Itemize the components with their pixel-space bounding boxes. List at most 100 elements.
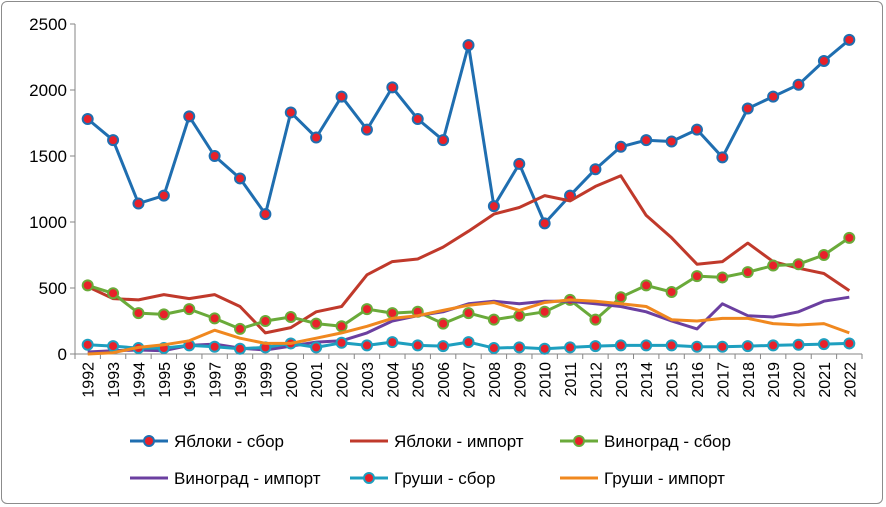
x-tick-label: 2021 <box>817 362 834 398</box>
x-tick-label: 2003 <box>360 362 377 398</box>
data-point <box>335 336 348 349</box>
data-point <box>690 270 703 283</box>
series-line <box>87 174 851 335</box>
legend-item: Виноград - сбор <box>560 432 731 451</box>
data-point <box>208 312 221 325</box>
y-tick-label: 1000 <box>29 213 67 232</box>
data-point <box>259 208 272 221</box>
data-point <box>284 311 297 324</box>
data-point <box>183 303 196 316</box>
x-tick-label: 2001 <box>309 362 326 398</box>
legend-item: Груши - импорт <box>560 469 725 488</box>
x-tick-label: 2007 <box>462 362 479 398</box>
data-point <box>564 341 577 354</box>
legend-marker <box>363 472 375 484</box>
data-point <box>411 113 424 126</box>
chart-series <box>81 33 856 356</box>
series-1 <box>81 33 856 230</box>
data-point <box>234 322 247 335</box>
legend-label: Яблоки - импорт <box>394 432 524 451</box>
data-point <box>817 338 830 351</box>
data-point <box>817 54 830 67</box>
data-point <box>107 287 120 300</box>
data-point <box>716 271 729 284</box>
data-point <box>767 90 780 103</box>
x-tick-label: 2008 <box>487 362 504 398</box>
data-point <box>487 313 500 326</box>
data-point <box>716 151 729 164</box>
x-tick-label: 1994 <box>131 362 148 398</box>
data-point <box>437 317 450 330</box>
data-point <box>234 342 247 355</box>
x-tick-label: 2022 <box>842 362 859 398</box>
data-point <box>665 339 678 352</box>
series-5 <box>81 336 856 355</box>
x-tick-label: 2006 <box>436 362 453 398</box>
x-tick-label: 2000 <box>284 362 301 398</box>
x-tick-label: 2019 <box>766 362 783 398</box>
series-line <box>86 38 851 225</box>
x-tick-label: 2002 <box>335 362 352 398</box>
series-line <box>87 298 850 356</box>
legend-item: Виноград - импорт <box>130 469 321 488</box>
x-tick-label: 1997 <box>208 362 225 398</box>
data-point <box>589 340 602 353</box>
data-point <box>411 339 424 352</box>
x-tick-label: 2016 <box>690 362 707 398</box>
data-point <box>132 197 145 210</box>
x-tick-label: 2017 <box>715 362 732 398</box>
data-point <box>259 315 272 327</box>
data-point <box>234 172 247 185</box>
data-point <box>360 339 373 352</box>
data-point <box>310 317 323 330</box>
data-point <box>589 163 602 176</box>
data-point <box>360 303 373 316</box>
data-point <box>665 285 678 298</box>
data-point <box>690 123 703 136</box>
data-point <box>284 106 297 119</box>
y-tick-label: 2000 <box>29 81 67 100</box>
data-point <box>716 340 729 353</box>
legend-item: Яблоки - сбор <box>130 432 284 451</box>
x-tick-label: 2011 <box>563 362 580 397</box>
legend-item: Яблоки - импорт <box>350 432 524 451</box>
data-point <box>843 33 856 46</box>
data-point <box>538 217 551 230</box>
y-tick-label: 1500 <box>29 147 67 166</box>
data-point <box>640 134 653 147</box>
x-tick-label: 1998 <box>233 362 250 398</box>
series-6 <box>87 298 850 356</box>
data-point <box>614 140 627 153</box>
data-point <box>208 340 221 353</box>
data-point <box>690 340 703 353</box>
x-tick-label: 2020 <box>792 362 809 398</box>
legend-item: Груши - сбор <box>350 469 495 488</box>
data-point <box>741 340 754 353</box>
data-point <box>360 123 373 136</box>
data-point <box>741 102 754 115</box>
data-point <box>437 134 450 147</box>
data-point <box>843 337 856 350</box>
x-tick-label: 1999 <box>258 362 275 398</box>
series-2 <box>87 174 851 335</box>
data-point <box>487 200 500 213</box>
x-tick-label: 1993 <box>106 362 123 398</box>
x-tick-label: 2018 <box>741 362 758 398</box>
data-point <box>208 150 221 162</box>
data-point <box>741 266 754 279</box>
x-tick-label: 2005 <box>411 362 428 398</box>
data-point <box>640 339 653 352</box>
data-point <box>107 134 120 147</box>
x-tick-label: 2009 <box>512 362 529 398</box>
data-point <box>614 291 627 304</box>
legend-label: Виноград - сбор <box>604 432 731 451</box>
data-point <box>157 189 170 202</box>
legend-label: Груши - импорт <box>604 469 725 488</box>
data-point <box>589 313 602 326</box>
x-tick-label: 1995 <box>157 362 174 398</box>
data-point <box>157 308 170 321</box>
data-point <box>792 258 805 271</box>
data-point <box>538 342 551 355</box>
data-point <box>665 135 678 148</box>
